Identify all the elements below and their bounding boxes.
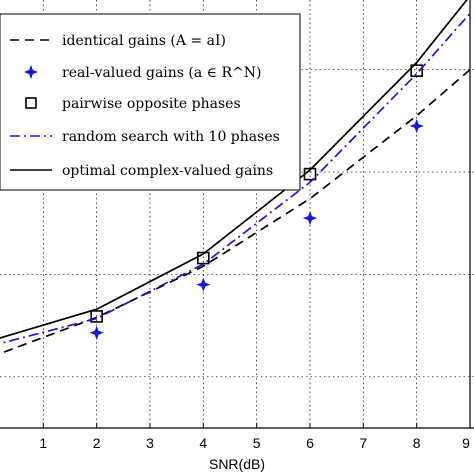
data-point-pairwise (90, 310, 103, 323)
legend-label-pairwise: pairwise opposite phases (62, 96, 241, 112)
x-axis-title: SNR(dB) (209, 456, 265, 472)
x-tick-label: 8 (413, 435, 421, 451)
x-tick-label: 1 (39, 435, 47, 451)
data-point-real (409, 118, 424, 134)
legend-star-marker (23, 64, 39, 80)
legend-label-real: real-valued gains (a ∈ R^N) (62, 65, 261, 81)
data-point-real (89, 325, 104, 340)
series-line-identical (0, 69, 471, 355)
data-point-real (302, 210, 318, 226)
data-point-pairwise (410, 64, 423, 77)
plot-frame (0, 0, 474, 429)
x-tick-label: 2 (93, 435, 101, 451)
x-tick-label: 6 (306, 435, 314, 451)
series-line-optimal (0, 0, 468, 339)
legend-box (0, 13, 301, 191)
legend-swatch-real (23, 64, 39, 80)
legend: identical gains (A = aI) real-valued gai… (0, 13, 301, 191)
legend-label-random: random search with 10 phases (62, 129, 280, 145)
x-tick-label: 4 (199, 435, 207, 451)
legend-label-optimal: optimal complex-valued gains (62, 163, 273, 179)
plot-area (0, 0, 471, 355)
data-point-pairwise (197, 251, 210, 265)
x-tick-label: 7 (359, 435, 367, 451)
x-axis: 0123456789 (39, 423, 471, 451)
grid (0, 0, 474, 428)
x-tick-label: 3 (146, 435, 154, 451)
series-line-random (0, 12, 471, 345)
x-tick-label: 5 (253, 435, 261, 451)
data-point-real (196, 277, 211, 292)
x-tick-label: 9 (462, 435, 470, 451)
legend-swatch-pairwise (25, 97, 37, 109)
legend-label-identical: identical gains (A = aI) (62, 33, 226, 49)
